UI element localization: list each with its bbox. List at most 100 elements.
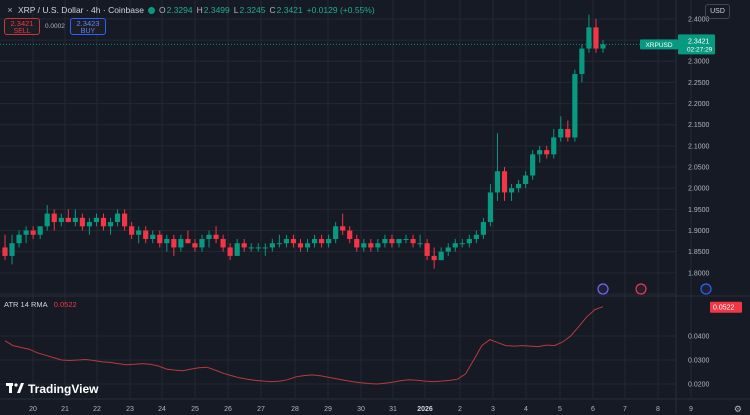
candle-body bbox=[551, 137, 557, 155]
low-value: 2.3245 bbox=[239, 5, 266, 15]
price-tick-label: 2.2500 bbox=[688, 80, 710, 87]
date-tick-label: 25 bbox=[191, 406, 199, 413]
symbol-tag bbox=[640, 39, 678, 50]
price-tick-label: 2.0500 bbox=[688, 165, 710, 172]
high-label: H bbox=[196, 5, 203, 15]
event-marker-flag[interactable] bbox=[700, 283, 712, 295]
candle-body bbox=[30, 230, 36, 235]
currency-button[interactable]: USD bbox=[705, 4, 730, 19]
candle-body bbox=[157, 234, 163, 244]
date-tick-label: 5 bbox=[558, 406, 562, 413]
candle-body bbox=[410, 238, 416, 244]
atr-legend[interactable]: ATR 14 RMA 0.0522 bbox=[4, 300, 77, 309]
candle-body bbox=[178, 238, 184, 248]
date-tick-label: 7 bbox=[623, 406, 627, 413]
candle-body bbox=[304, 243, 311, 248]
open-label: O bbox=[158, 5, 166, 15]
tradingview-logo[interactable]: TradingView bbox=[6, 382, 98, 396]
candle-body bbox=[311, 238, 318, 244]
atr-tick-label: 0.0300 bbox=[688, 358, 710, 365]
candle-body bbox=[100, 217, 107, 227]
candle-body bbox=[213, 234, 219, 239]
candle-body bbox=[389, 238, 395, 244]
event-marker-lightning[interactable] bbox=[597, 283, 609, 295]
tradingview-logo-text: TradingView bbox=[28, 382, 99, 396]
candle-body bbox=[375, 243, 381, 248]
candle-body bbox=[16, 234, 22, 244]
buy-button[interactable]: 2.3423 BUY bbox=[70, 18, 106, 35]
candle-body bbox=[79, 217, 85, 227]
date-tick-label: 20 bbox=[29, 406, 37, 413]
candle-body bbox=[438, 251, 444, 261]
price-tick-label: 2.1500 bbox=[688, 122, 710, 129]
candle-body bbox=[283, 238, 290, 244]
candle-body bbox=[508, 188, 515, 193]
candle-body bbox=[171, 238, 177, 248]
candle-body bbox=[326, 238, 332, 244]
candle-body bbox=[23, 230, 29, 235]
spread-value: 0.0002 bbox=[45, 23, 65, 30]
date-tick-label: 8 bbox=[656, 406, 660, 413]
candle-body bbox=[361, 243, 367, 248]
low-label: L bbox=[233, 5, 239, 15]
atr-tick-label: 0.0200 bbox=[688, 382, 710, 389]
atr-name: ATR 14 RMA bbox=[4, 300, 48, 309]
candle-body bbox=[72, 217, 78, 223]
candle-body bbox=[290, 238, 297, 244]
change-value: +0.0129 (+0.55%) bbox=[306, 5, 375, 15]
candle-body bbox=[593, 27, 599, 49]
price-tick-label: 1.8000 bbox=[688, 270, 710, 277]
date-tick-label: 27 bbox=[257, 406, 265, 413]
symbol-title[interactable]: XRP / U.S. Dollar · 4h · Coinbase bbox=[18, 5, 144, 15]
candle-body bbox=[227, 247, 233, 256]
price-tick-label: 2.0000 bbox=[688, 186, 710, 193]
candle-body bbox=[164, 238, 170, 244]
candle-body bbox=[572, 73, 578, 138]
settings-gear-icon[interactable]: ⚙ bbox=[733, 404, 742, 414]
sell-price: 2.3421 bbox=[10, 19, 34, 28]
candle-body bbox=[354, 238, 360, 248]
candle-body bbox=[466, 238, 472, 244]
candle-body bbox=[424, 243, 430, 256]
candle-body bbox=[515, 183, 522, 189]
date-tick-label: 30 bbox=[357, 406, 365, 413]
candle-body bbox=[544, 150, 550, 155]
candle-body bbox=[241, 243, 247, 248]
price-tick-label: 2.2000 bbox=[688, 101, 710, 108]
candle-body bbox=[579, 48, 585, 74]
candle-body bbox=[65, 217, 71, 223]
tradingview-logo-icon bbox=[6, 382, 24, 396]
open-value: 2.3294 bbox=[166, 5, 193, 15]
date-tick-label: 4 bbox=[524, 406, 528, 413]
candle-body bbox=[480, 222, 486, 235]
close-icon[interactable]: × bbox=[7, 5, 13, 15]
date-tick-label: 23 bbox=[126, 406, 134, 413]
candle-body bbox=[487, 192, 494, 223]
candle-body bbox=[136, 230, 142, 235]
candle-body bbox=[185, 238, 191, 244]
date-tick-label: 2 bbox=[458, 406, 462, 413]
candle-body bbox=[586, 27, 592, 49]
candle-body bbox=[297, 243, 304, 248]
candle-body bbox=[9, 243, 15, 256]
candle-body bbox=[473, 234, 479, 239]
atr-value-tag-text: 0.0522 bbox=[713, 305, 735, 312]
sell-label: SELL bbox=[13, 28, 31, 35]
close-value: 2.3421 bbox=[276, 5, 303, 15]
candle-body bbox=[192, 243, 198, 248]
sell-button[interactable]: 2.3421 SELL bbox=[4, 18, 40, 35]
date-tick-label: 6 bbox=[591, 406, 595, 413]
candle-body bbox=[600, 44, 606, 49]
candle-body bbox=[396, 238, 402, 244]
chart-header: × XRP / U.S. Dollar · 4h · Coinbase O 2.3… bbox=[4, 3, 379, 17]
candle-body bbox=[368, 243, 374, 248]
event-marker-flag[interactable] bbox=[635, 283, 647, 295]
candle-body bbox=[107, 222, 114, 227]
date-tick-label: 21 bbox=[61, 406, 69, 413]
price-tick-label: 1.8500 bbox=[688, 249, 710, 256]
candle-body bbox=[51, 213, 57, 223]
candle-body bbox=[199, 238, 205, 248]
candle-body bbox=[459, 243, 465, 245]
price-tick-label: 2.1000 bbox=[688, 143, 710, 150]
